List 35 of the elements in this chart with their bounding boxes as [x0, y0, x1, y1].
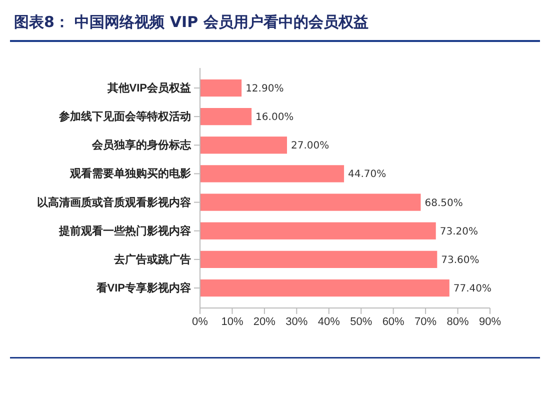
bar — [200, 279, 450, 297]
bar — [200, 136, 287, 154]
y-tick-label: 观看需要单独购买的电影 — [69, 167, 191, 180]
y-tick-label: 参加线下见面会等特权活动 — [58, 110, 191, 124]
y-tick-label: 以高清画质或音质观看影视内容 — [37, 196, 191, 209]
chart-title: 图表8： 中国网络视频 VIP 会员用户看中的会员权益 — [14, 13, 368, 31]
bar — [200, 222, 436, 240]
bar — [200, 108, 252, 126]
x-tick-label: 90% — [478, 316, 502, 328]
y-tick-label: 提前观看一些热门影视内容 — [58, 224, 191, 238]
data-label: 73.60% — [441, 254, 480, 266]
data-label: 12.90% — [246, 84, 284, 94]
y-tick-label: 其他VIP会员权益 — [106, 82, 191, 95]
y-tick-label: 会员独享的身份标志 — [91, 138, 192, 152]
data-label: 27.00% — [291, 140, 330, 152]
bar — [200, 165, 344, 182]
data-label: 77.40% — [453, 284, 492, 294]
x-tick-label: 50% — [350, 316, 372, 328]
x-tick-label: 60% — [382, 316, 405, 328]
x-tick-label: 0% — [192, 316, 208, 328]
data-label: 68.50% — [424, 198, 463, 209]
y-tick-label: 看VIP专享影视内容 — [95, 282, 191, 295]
data-label: 44.70% — [348, 169, 386, 180]
x-tick-label: 20% — [253, 316, 276, 328]
x-tick-label: 10% — [221, 316, 244, 328]
y-tick-label: 去广告或跳广告 — [113, 252, 191, 266]
bar — [200, 250, 438, 268]
data-label: 16.00% — [256, 112, 294, 124]
x-tick-label: 80% — [446, 316, 469, 328]
bar — [200, 194, 421, 211]
x-tick-label: 40% — [318, 316, 340, 328]
x-tick-label: 30% — [286, 316, 308, 328]
x-tick-label: 70% — [414, 316, 437, 328]
data-label: 73.20% — [440, 226, 478, 238]
bar — [200, 79, 242, 97]
